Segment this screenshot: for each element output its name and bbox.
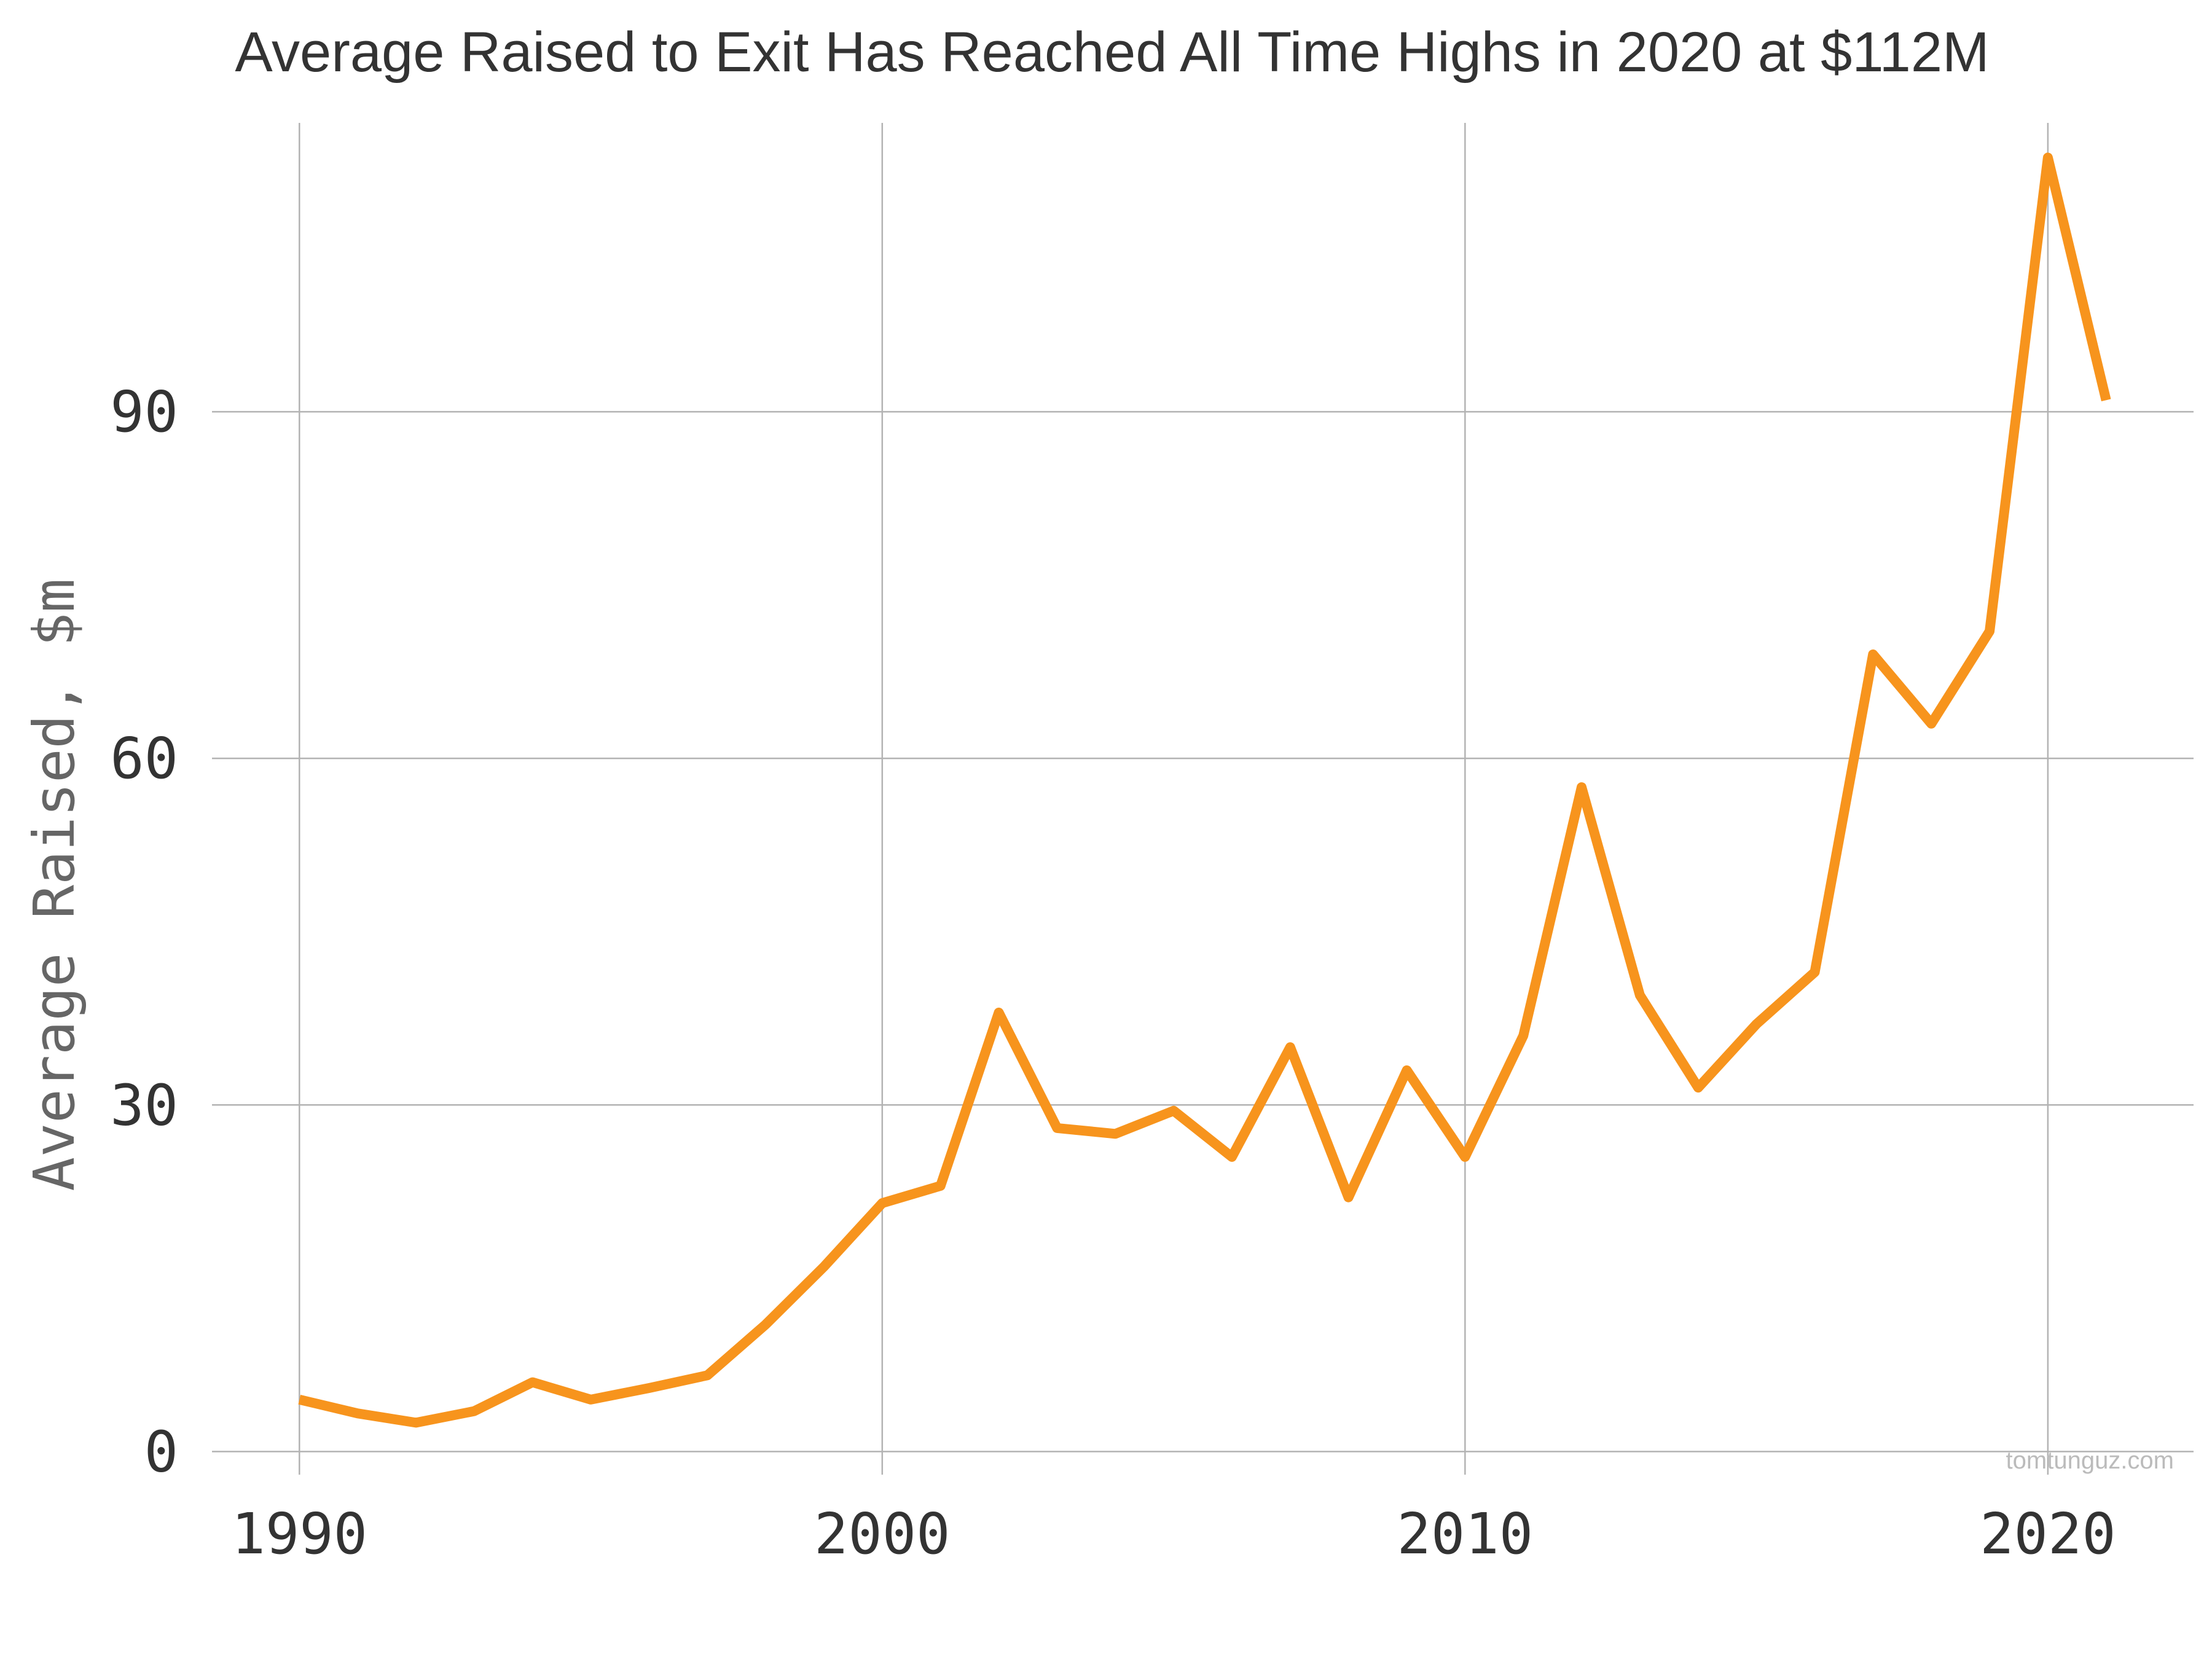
data-point-2020	[2043, 152, 2053, 162]
data-point-1990	[294, 1395, 304, 1405]
data-point-2012	[1577, 782, 1586, 792]
data-point-2019	[1985, 626, 1994, 636]
data-point-2010	[1460, 1152, 1470, 1162]
y-tick-label: 30	[110, 1072, 178, 1138]
x-tick-label: 2020	[1980, 1501, 2116, 1567]
data-point-2007	[1285, 1042, 1295, 1052]
data-point-1991	[353, 1408, 363, 1418]
data-point-2008	[1344, 1193, 1354, 1202]
data-point-2016	[1810, 967, 1820, 977]
data-point-2009	[1402, 1065, 1412, 1075]
data-point-2013	[1635, 990, 1645, 1000]
data-point-1999	[819, 1262, 829, 1272]
series-line-average-raised	[298, 152, 2111, 1428]
series-layer	[294, 152, 2111, 1428]
y-tick-label: 60	[110, 726, 178, 791]
data-point-2011	[1518, 1031, 1528, 1041]
data-point-1992	[411, 1418, 421, 1427]
y-tick-label: 0	[144, 1419, 178, 1484]
data-point-2018	[1926, 719, 1936, 729]
data-point-1998	[761, 1320, 771, 1330]
data-point-2017	[1868, 649, 1878, 659]
data-point-2004	[1110, 1129, 1120, 1139]
data-point-2000	[877, 1198, 887, 1208]
data-point-1995	[586, 1395, 596, 1405]
data-point-2006	[1227, 1152, 1237, 1162]
data-point-1993	[469, 1406, 479, 1416]
data-point-1994	[528, 1378, 538, 1387]
data-point-2021	[2101, 395, 2111, 405]
data-point-2002	[994, 1008, 1004, 1018]
data-point-2003	[1052, 1123, 1062, 1133]
data-point-1997	[702, 1370, 712, 1380]
tick-labels: 1990 2000 2010 2020 0 30 60 90	[110, 379, 2116, 1567]
data-point-2001	[936, 1181, 946, 1191]
data-point-2005	[1169, 1106, 1179, 1116]
x-tick-label: 2000	[814, 1501, 951, 1567]
x-tick-label: 2010	[1397, 1501, 1534, 1567]
data-point-2015	[1752, 1019, 1762, 1029]
x-tick-label: 1990	[231, 1501, 367, 1567]
chart-title: Average Raised to Exit Has Reached All T…	[235, 21, 1989, 84]
data-point-2014	[1693, 1083, 1703, 1092]
gridlines	[212, 123, 2194, 1475]
watermark: tomtunguz.com	[2006, 1447, 2174, 1474]
y-tick-label: 90	[110, 379, 178, 445]
y-axis-label: Average Raised, $m	[22, 579, 87, 1191]
data-point-1996	[644, 1383, 654, 1393]
